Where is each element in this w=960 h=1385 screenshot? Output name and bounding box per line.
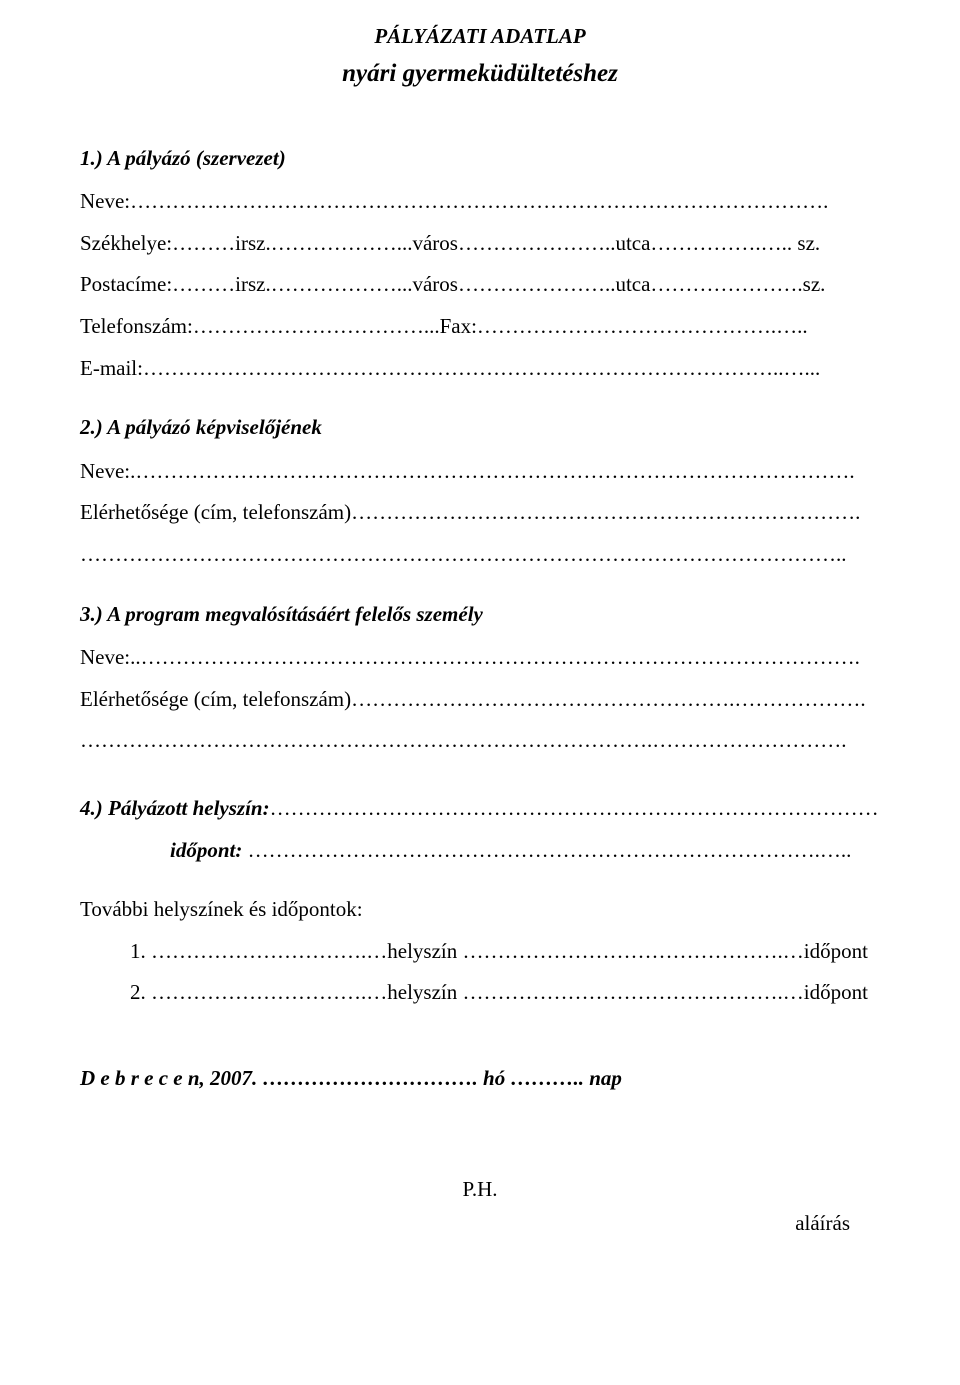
date-line: D e b r e c e n, 2007. …………………………. hó ……… (80, 1062, 880, 1096)
page-title-1: PÁLYÁZATI ADATLAP (80, 20, 880, 54)
more-locations-label: További helyszínek és időpontok: (80, 893, 880, 927)
section-2-heading: 2.) A pályázó képviselőjének (80, 411, 880, 445)
section-1-heading: 1.) A pályázó (szervezet) (80, 142, 880, 176)
section-1-seat-field: Székhelye:………irsz.………………...város………………….… (80, 227, 880, 261)
section-1-name-field: Neve:………………………………………………………………………………………. (80, 185, 880, 219)
section-3-heading: 3.) A program megvalósításáért felelős s… (80, 598, 880, 632)
page-title-2: nyári gyermeküdültetéshez (80, 54, 880, 94)
section-2-contact-field: Elérhetősége (cím, telefonszám)………………………… (80, 496, 880, 530)
section-2-name-field: Neve:.…………………………………………………………………………………………… (80, 455, 880, 489)
section-4-time-line: időpont: ……………………………………………………………………….….. (80, 834, 880, 868)
section-1-email-field: E-mail:………………………………………………………………………………..…… (80, 352, 880, 386)
section-1-phone-field: Telefonszám:……………………………...Fax:…………………………… (80, 310, 880, 344)
signature-label: aláírás (80, 1207, 880, 1241)
more-locations-item-2: 2. ………………………….…helyszín ……………………………………….… (80, 976, 880, 1010)
section-4-heading-fill: …………………………………………………………………………… (270, 796, 879, 820)
more-locations-item-1: 1. ………………………….…helyszín ……………………………………….… (80, 935, 880, 969)
section-3-name-field: Neve:..………………………………………………………………………………………… (80, 641, 880, 675)
section-4-line: 4.) Pályázott helyszín:……………………………………………… (80, 792, 880, 826)
section-1-post-field: Postacíme:………irsz.………………...város………………….… (80, 268, 880, 302)
section-3-contact-field: Elérhetősége (cím, telefonszám)………………………… (80, 683, 880, 717)
ph-label: P.H. (80, 1173, 880, 1207)
section-4-time-label: időpont: (170, 838, 242, 862)
section-4-time-fill: ……………………………………………………………………….….. (248, 838, 852, 862)
section-2-contact-cont: ……………………………………………………………………………………………….. (80, 538, 880, 572)
section-3-contact-cont: ……………………………………………………………………….………………………. (80, 724, 880, 758)
section-4-heading: 4.) Pályázott helyszín: (80, 796, 270, 820)
